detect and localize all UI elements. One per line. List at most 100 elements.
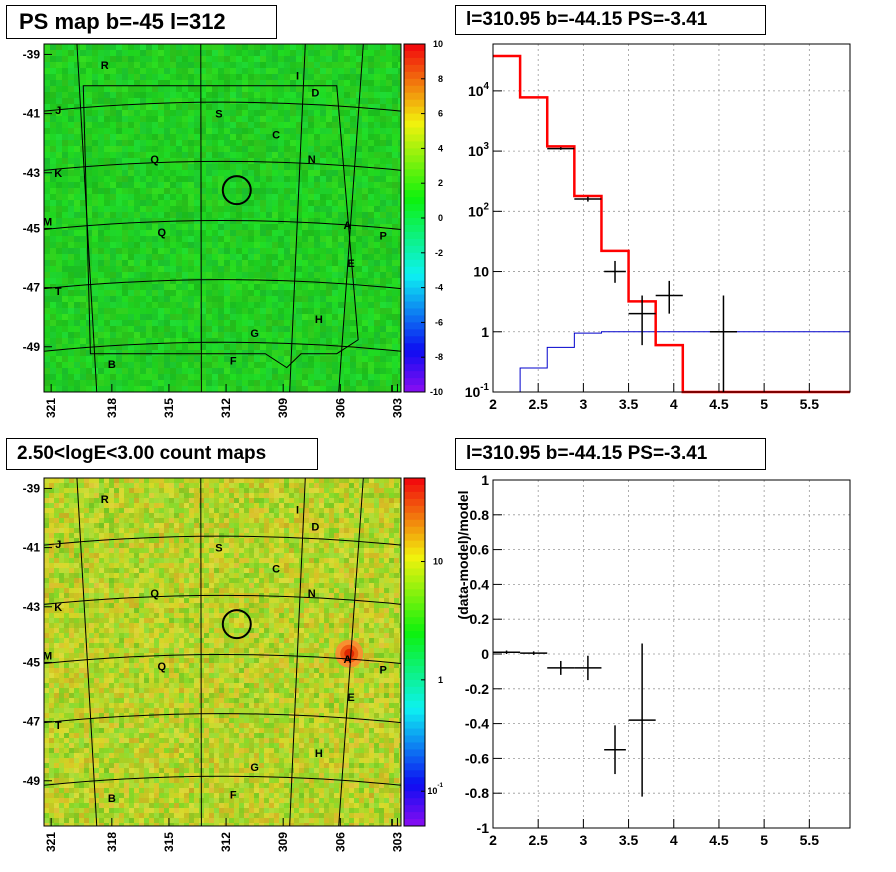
map-pixel: [302, 212, 308, 218]
map-pixel: [56, 140, 62, 146]
map-pixel: [368, 122, 374, 128]
map-pixel: [224, 86, 230, 92]
map-pixel: [269, 483, 274, 488]
map-pixel: [229, 538, 234, 543]
map-pixel: [218, 314, 224, 320]
map-pixel: [392, 242, 398, 248]
map-pixel: [279, 483, 284, 488]
map-pixel: [84, 543, 89, 548]
map-pixel: [326, 326, 332, 332]
colorbar-band: [404, 155, 425, 163]
map-pixel: [338, 386, 344, 392]
map-pixel: [68, 278, 74, 284]
map-pixel: [199, 513, 204, 518]
map-pixel: [344, 158, 350, 164]
map-pixel: [149, 568, 154, 573]
map-pixel: [364, 538, 369, 543]
map-pixel: [146, 182, 152, 188]
map-pixel: [332, 266, 338, 272]
map-pixel: [218, 296, 224, 302]
map-pixel: [249, 528, 254, 533]
map-pixel: [326, 56, 332, 62]
map-pixel: [80, 284, 86, 290]
map-pixel: [339, 528, 344, 533]
map-pixel: [308, 350, 314, 356]
map-pixel: [266, 308, 272, 314]
map-pixel: [204, 508, 209, 513]
map-pixel: [260, 314, 266, 320]
map-pixel: [49, 508, 54, 513]
map-pixel: [260, 146, 266, 152]
map-pixel: [224, 122, 230, 128]
map-pixel: [122, 134, 128, 140]
map-pixel: [170, 302, 176, 308]
map-pixel: [248, 200, 254, 206]
map-pixel: [254, 548, 259, 553]
map-pixel: [224, 248, 230, 254]
map-pixel: [289, 543, 294, 548]
map-pixel: [314, 152, 320, 158]
map-pixel: [170, 140, 176, 146]
map-pixel: [159, 498, 164, 503]
map-pixel: [92, 248, 98, 254]
map-pixel: [234, 568, 239, 573]
map-pixel: [320, 116, 326, 122]
map-pixel: [154, 488, 159, 493]
map-pixel: [199, 488, 204, 493]
map-pixel: [92, 170, 98, 176]
map-pixel: [308, 122, 314, 128]
map-pixel: [386, 152, 392, 158]
map-pixel: [368, 218, 374, 224]
map-pixel: [314, 122, 320, 128]
map-pixel: [269, 563, 274, 568]
map-pixel: [212, 302, 218, 308]
map-pixel: [56, 332, 62, 338]
map-pixel: [350, 230, 356, 236]
map-pixel: [74, 350, 80, 356]
map-pixel: [362, 290, 368, 296]
map-pixel: [248, 80, 254, 86]
map-pixel: [236, 266, 242, 272]
map-pixel: [98, 242, 104, 248]
map-pixel: [139, 478, 144, 483]
map-pixel: [152, 158, 158, 164]
map-pixel: [80, 272, 86, 278]
map-pixel: [194, 308, 200, 314]
map-pixel: [182, 380, 188, 386]
map-pixel: [309, 478, 314, 483]
map-pixel: [124, 563, 129, 568]
map-pixel: [164, 553, 169, 558]
map-pixel: [344, 146, 350, 152]
map-pixel: [344, 110, 350, 116]
map-pixel: [128, 104, 134, 110]
map-pixel: [188, 152, 194, 158]
map-pixel: [144, 508, 149, 513]
map-pixel: [144, 548, 149, 553]
map-pixel: [80, 218, 86, 224]
map-pixel: [350, 140, 356, 146]
map-pixel: [104, 538, 109, 543]
map-pixel: [398, 356, 401, 362]
map-pixel: [368, 302, 374, 308]
map-pixel: [326, 338, 332, 344]
map-pixel: [248, 284, 254, 290]
map-pixel: [224, 356, 230, 362]
map-pixel: [214, 558, 219, 563]
map-pixel: [380, 338, 386, 344]
map-pixel: [314, 56, 320, 62]
map-pixel: [368, 362, 374, 368]
map-pixel: [242, 74, 248, 80]
map-pixel: [248, 230, 254, 236]
map-pixel: [182, 74, 188, 80]
map-pixel: [74, 170, 80, 176]
map-pixel: [344, 134, 350, 140]
map-pixel: [44, 326, 50, 332]
map-pixel: [62, 272, 68, 278]
map-pixel: [294, 538, 299, 543]
map-pixel: [206, 230, 212, 236]
map-pixel: [128, 314, 134, 320]
map-pixel: [154, 508, 159, 513]
map-pixel: [309, 558, 314, 563]
map-pixel: [176, 74, 182, 80]
map-pixel: [242, 386, 248, 392]
